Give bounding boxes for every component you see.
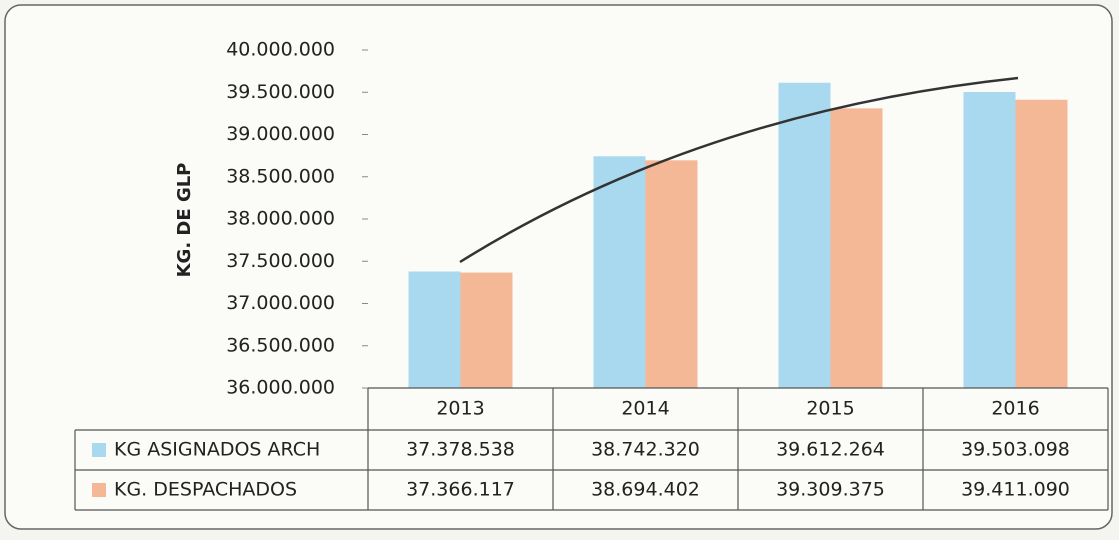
bar [593, 156, 646, 388]
y-tick-label: 36.000.000 [226, 377, 335, 399]
data-label: 39.309.375 [776, 479, 885, 501]
x-tick-label: 2013 [436, 398, 484, 420]
bar [645, 160, 698, 388]
data-label: 38.694.402 [591, 479, 700, 501]
data-label: 39.503.098 [961, 439, 1070, 461]
y-tick-label: 40.000.000 [226, 39, 335, 61]
legend-label: KG ASIGNADOS ARCH [114, 439, 320, 461]
plot: 36.000.000 36.500.000 37.000.000 37.500.000… [74, 39, 1109, 511]
data-label: 39.612.264 [776, 439, 885, 461]
y-tick-label: 36.500.000 [226, 334, 335, 356]
bar [1015, 99, 1068, 389]
legend-label: KG. DESPACHADOS [114, 479, 297, 501]
legend-swatch [92, 443, 106, 457]
y-tick-label: 39.000.000 [226, 123, 335, 145]
bar [408, 271, 461, 388]
x-tick-label: 2016 [991, 398, 1039, 420]
data-label: 38.742.320 [591, 439, 700, 461]
bar [963, 91, 1016, 388]
bar [830, 108, 883, 388]
y-tick-label: 37.500.000 [226, 250, 335, 272]
y-axis-title: KG. DE GLP [174, 163, 195, 278]
bar [460, 272, 513, 388]
y-tick-label: 39.500.000 [226, 81, 335, 103]
y-tick-label: 38.000.000 [226, 208, 335, 230]
data-label: 37.378.538 [406, 439, 515, 461]
data-label: 39.411.090 [961, 479, 1070, 501]
bar [778, 82, 831, 388]
data-label: 37.366.117 [406, 479, 515, 501]
trend-line [459, 76, 1019, 264]
x-tick-label: 2014 [621, 398, 669, 420]
y-tick-label: 38.500.000 [226, 165, 335, 187]
y-tick-label: 37.000.000 [226, 292, 335, 314]
x-tick-label: 2015 [806, 398, 854, 420]
legend-swatch [92, 483, 106, 497]
